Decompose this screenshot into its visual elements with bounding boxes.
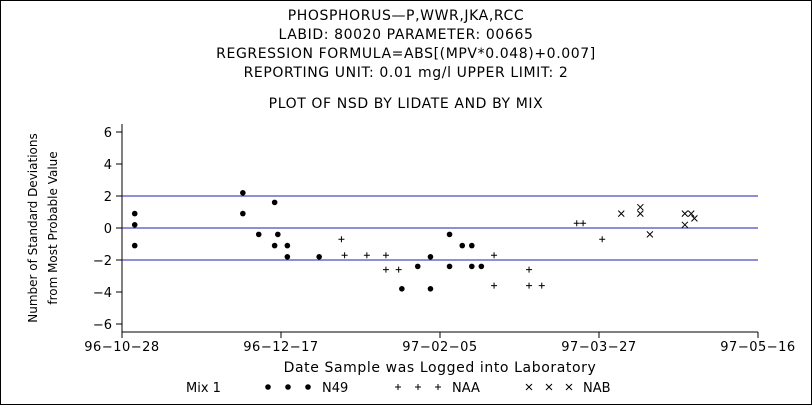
legend-marker-nab xyxy=(565,383,573,391)
title-line-2: LABID: 80020 PARAMETER: 00665 xyxy=(278,27,534,43)
data-point-naa xyxy=(382,252,389,259)
data-point-naa xyxy=(580,220,587,227)
data-point-naa xyxy=(338,236,345,243)
data-point-n49 xyxy=(240,210,246,217)
data-point-n49 xyxy=(427,253,434,260)
data-point-n49 xyxy=(414,263,421,270)
data-point-naa xyxy=(526,282,533,289)
y-tick-label: 4 xyxy=(104,158,112,173)
data-point-nab xyxy=(636,203,644,211)
legend-marker-nab xyxy=(525,383,533,391)
data-point-n49 xyxy=(284,242,291,249)
x-tick-label: 96−10−28 xyxy=(84,340,159,355)
legend-marker-naa xyxy=(435,384,441,390)
y-tick-label: 0 xyxy=(104,222,112,237)
data-point-n49 xyxy=(446,263,453,270)
legend-title: Mix 1 xyxy=(186,381,221,396)
data-point-naa xyxy=(363,252,370,259)
data-point-n49 xyxy=(275,231,281,238)
x-tick-label: 97−03−27 xyxy=(561,340,636,355)
data-point-nab xyxy=(691,215,698,222)
data-point-naa xyxy=(395,266,402,273)
data-point-naa xyxy=(538,282,545,289)
legend-marker-n49 xyxy=(285,384,291,390)
data-point-n49 xyxy=(240,190,246,196)
data-point-naa xyxy=(599,236,606,243)
legend-marker-n49 xyxy=(305,384,311,390)
legend-marker-nab xyxy=(545,383,553,391)
data-point-n49 xyxy=(459,242,466,249)
data-point-n49 xyxy=(271,199,278,206)
data-point-n49 xyxy=(131,210,138,217)
data-point-n49 xyxy=(469,242,475,249)
legend-marker-n49 xyxy=(265,384,271,390)
x-tick-label: 97−02−05 xyxy=(402,340,477,355)
legend-label-naa: NAA xyxy=(452,381,480,396)
data-point-n49 xyxy=(469,263,475,270)
data-point-n49 xyxy=(446,231,453,238)
y-tick-label: 2 xyxy=(104,190,112,205)
data-point-nab xyxy=(681,221,689,229)
data-point-naa xyxy=(382,266,389,273)
data-point-nab xyxy=(617,210,625,217)
data-point-naa xyxy=(526,266,533,273)
data-point-n49 xyxy=(427,286,434,292)
legend-label-nab: NAB xyxy=(583,381,611,396)
y-tick-label: −2 xyxy=(93,254,112,269)
data-point-n49 xyxy=(316,253,322,260)
y-axis-title-line-2: from Most Probable Value xyxy=(46,151,60,304)
data-point-naa xyxy=(491,282,498,289)
data-point-naa xyxy=(491,252,498,259)
data-point-n49 xyxy=(131,242,138,249)
data-point-nab xyxy=(687,210,695,217)
data-point-nab xyxy=(646,231,654,238)
data-point-n49 xyxy=(271,242,278,249)
y-tick-label: −4 xyxy=(93,286,112,301)
x-tick-label: 96−12−17 xyxy=(243,340,318,355)
data-point-naa xyxy=(573,220,580,227)
chart-subtitle: PLOT OF NSD BY LIDATE AND BY MIX xyxy=(268,96,544,112)
legend-marker-naa xyxy=(395,384,401,390)
y-axis-title-line-1: Number of Standard Deviations xyxy=(26,133,40,322)
title-line-1: PHOSPHORUS—P,WWR,JKA,RCC xyxy=(287,8,525,24)
y-tick-label: −6 xyxy=(93,318,112,333)
data-point-nab xyxy=(681,210,689,217)
data-point-n49 xyxy=(478,263,485,270)
title-line-3: REGRESSION FORMULA=ABS[(MPV*0.048)+0.007… xyxy=(216,46,596,62)
x-axis-title: Date Sample was Logged into Laboratory xyxy=(284,360,597,376)
data-point-n49 xyxy=(255,231,262,238)
title-line-4: REPORTING UNIT: 0.01 mg/l UPPER LIMIT: 2 xyxy=(243,65,569,81)
legend-label-n49: N49 xyxy=(322,381,348,396)
data-point-n49 xyxy=(131,222,138,228)
x-tick-label: 97−05−16 xyxy=(720,340,795,355)
legend-marker-naa xyxy=(415,384,421,390)
y-tick-label: 6 xyxy=(104,126,112,141)
data-point-n49 xyxy=(284,253,291,260)
data-point-nab xyxy=(636,210,644,217)
data-point-naa xyxy=(341,252,348,259)
data-point-n49 xyxy=(399,286,405,292)
